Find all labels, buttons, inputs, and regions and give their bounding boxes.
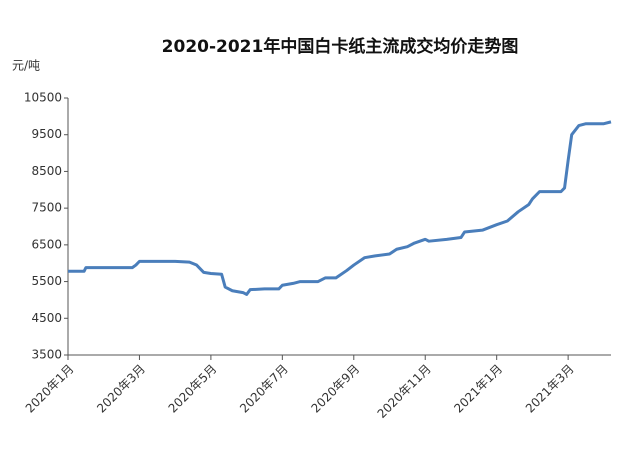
y-tick-label: 9500 <box>31 127 62 141</box>
x-tick-label: 2020年1月 <box>23 362 77 416</box>
x-tick-label: 2020年5月 <box>166 362 220 416</box>
y-tick-label: 3500 <box>31 348 62 362</box>
line-series <box>68 120 612 296</box>
y-tick-label: 7500 <box>31 201 62 215</box>
y-tick-label: 6500 <box>31 237 62 251</box>
y-tick-label: 4500 <box>31 311 62 325</box>
chart-title: 2020-2021年中国白卡纸主流成交均价走势图 <box>162 36 519 57</box>
y-tick-label: 10500 <box>24 91 62 105</box>
y-unit: 元/吨 <box>12 59 40 73</box>
x-tick-label: 2020年3月 <box>94 362 148 416</box>
y-tick-label: 5500 <box>31 274 62 288</box>
y-tick-label: 8500 <box>31 164 62 178</box>
x-tick-label: 2020年7月 <box>237 362 291 416</box>
x-tick-label: 2020年11月 <box>375 362 434 421</box>
x-tick-label: 2020年9月 <box>309 362 363 416</box>
x-tick-label: 2021年1月 <box>451 362 505 416</box>
x-tick-label: 2021年3月 <box>523 362 577 416</box>
